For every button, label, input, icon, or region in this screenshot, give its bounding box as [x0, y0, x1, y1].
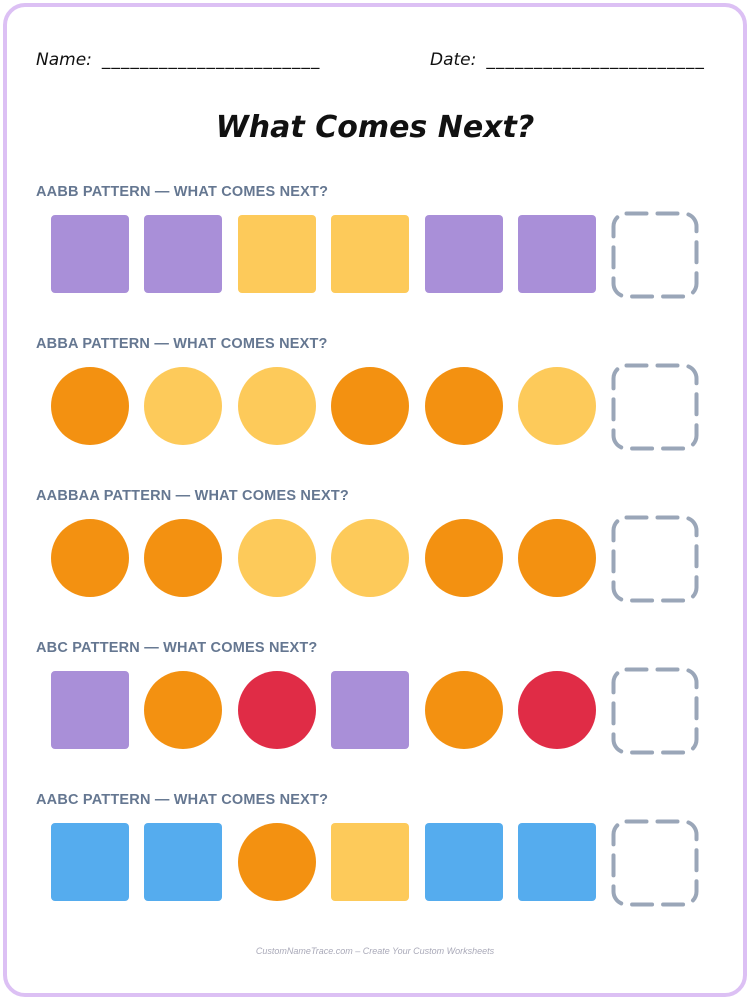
blue-square [144, 823, 222, 901]
orange-circle [518, 519, 596, 597]
orange-circle [425, 519, 503, 597]
date-field: Date: _______________________ [430, 50, 705, 70]
light-orange-circle [144, 367, 222, 445]
pattern-label: ABC PATTERN — WHAT COMES NEXT? [36, 640, 318, 656]
answer-box[interactable] [611, 515, 699, 603]
name-blank-line: _______________________ [101, 50, 321, 70]
page-border [3, 3, 747, 997]
date-blank-line: _______________________ [486, 50, 705, 70]
pattern-row [0, 211, 750, 305]
orange-circle [425, 671, 503, 749]
answer-box[interactable] [611, 819, 699, 907]
page-title: What Comes Next? [215, 110, 535, 145]
pattern-row [0, 667, 750, 761]
name-label: Name: [36, 50, 92, 70]
orange-circle [238, 823, 316, 901]
purple-square [51, 215, 129, 293]
red-circle [518, 671, 596, 749]
purple-square [51, 671, 129, 749]
blue-square [51, 823, 129, 901]
blue-square [425, 823, 503, 901]
blue-square [518, 823, 596, 901]
purple-square [331, 671, 409, 749]
light-orange-square [331, 215, 409, 293]
light-orange-square [331, 823, 409, 901]
light-orange-circle [518, 367, 596, 445]
orange-circle [144, 671, 222, 749]
pattern-label: ABBA PATTERN — WHAT COMES NEXT? [36, 336, 328, 352]
pattern-row [0, 515, 750, 609]
footer-text: CustomNameTrace.com – Create Your Custom… [255, 946, 495, 956]
name-field: Name: _______________________ [36, 50, 320, 70]
date-label: Date: [430, 50, 477, 70]
orange-circle [51, 367, 129, 445]
pattern-row [0, 819, 750, 913]
pattern-label: AABBAA PATTERN — WHAT COMES NEXT? [36, 488, 349, 504]
orange-circle [51, 519, 129, 597]
pattern-label: AABC PATTERN — WHAT COMES NEXT? [36, 792, 329, 808]
light-orange-square [238, 215, 316, 293]
orange-circle [425, 367, 503, 445]
orange-circle [144, 519, 222, 597]
answer-box[interactable] [611, 667, 699, 755]
light-orange-circle [331, 519, 409, 597]
orange-circle [331, 367, 409, 445]
red-circle [238, 671, 316, 749]
light-orange-circle [238, 367, 316, 445]
pattern-row [0, 363, 750, 457]
answer-box[interactable] [611, 363, 699, 451]
light-orange-circle [238, 519, 316, 597]
purple-square [144, 215, 222, 293]
pattern-label: AABB PATTERN — WHAT COMES NEXT? [36, 184, 329, 200]
purple-square [425, 215, 503, 293]
answer-box[interactable] [611, 211, 699, 299]
purple-square [518, 215, 596, 293]
